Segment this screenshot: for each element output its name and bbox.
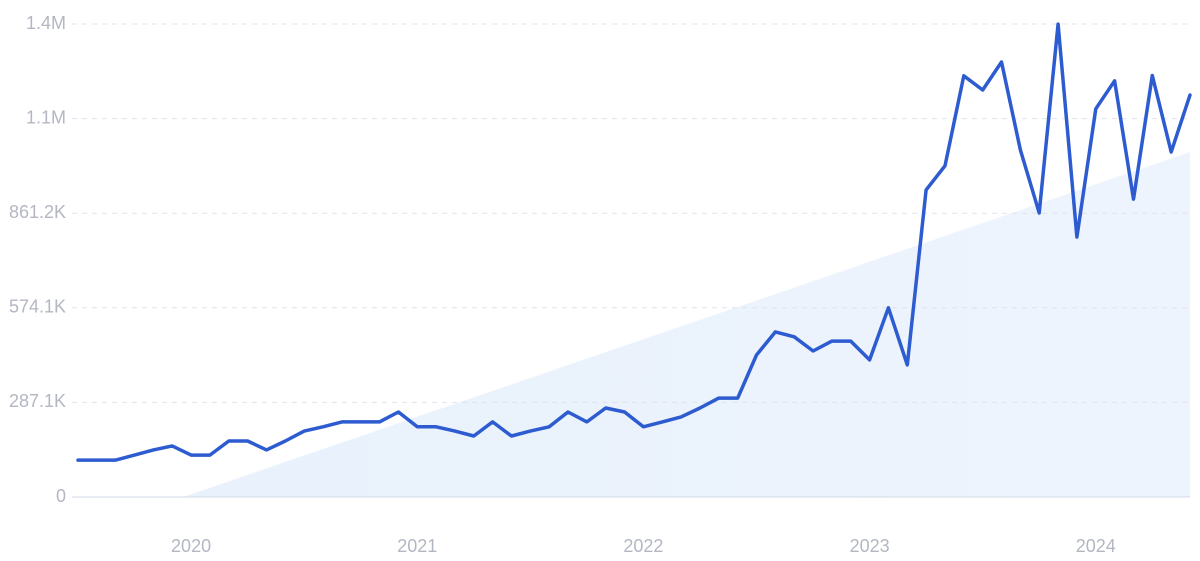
y-tick-label: 1.4M [26,13,66,33]
x-tick-label: 2023 [850,536,890,556]
y-tick-label: 0 [56,486,66,506]
x-tick-label: 2020 [171,536,211,556]
y-tick-label: 574.1K [9,297,66,317]
data-line [76,22,1192,462]
y-tick-label: 287.1K [9,391,66,411]
x-tick-label: 2024 [1076,536,1116,556]
y-tick-label: 861.2K [9,202,66,222]
y-tick-label: 1.1M [26,107,66,127]
trend-area [183,152,1190,497]
x-tick-label: 2022 [623,536,663,556]
x-tick-label: 2021 [397,536,437,556]
